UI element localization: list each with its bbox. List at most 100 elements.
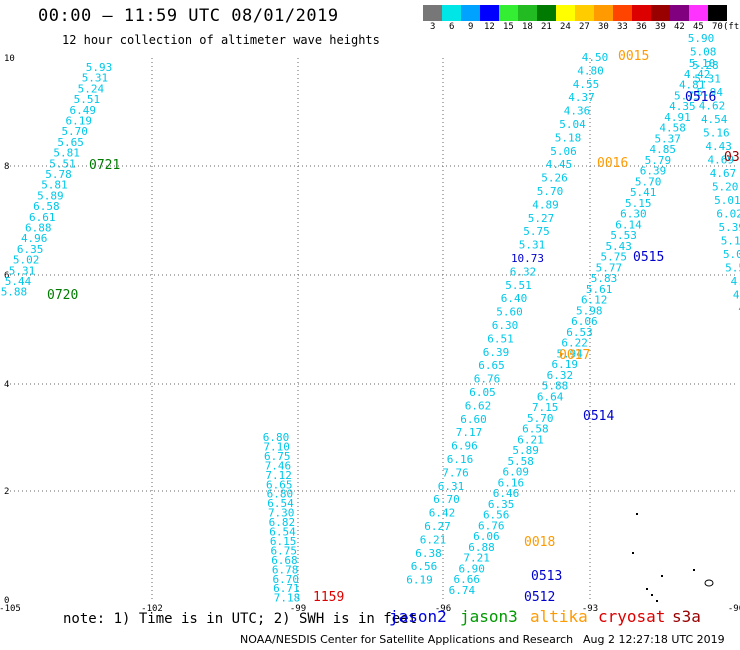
legend-label-21: 21 — [541, 22, 552, 32]
swh-value: 4.91 — [664, 111, 691, 124]
swh-value: 5.75 — [601, 251, 628, 264]
swh-value: 6.42 — [429, 507, 456, 520]
swh-value: 6.46 — [493, 487, 520, 500]
legend-label-9: 9 — [468, 22, 474, 32]
swh-value: 6.19 — [66, 115, 93, 128]
legend-swatch-70 — [708, 5, 727, 21]
swh-value: 4.81 — [679, 79, 706, 92]
swh-value: 6.31 — [438, 480, 465, 493]
swh-value: 7.18 — [274, 592, 301, 605]
swh-value: 6.14 — [615, 218, 642, 231]
swh-value: 5.02 — [13, 254, 40, 267]
swh-value: 6.60 — [460, 413, 487, 426]
swh-value: 6.32 — [547, 369, 574, 382]
swh-value: 5.44 — [5, 275, 32, 288]
y-tick-label: 0 — [4, 596, 9, 606]
swh-value: 6.53 — [566, 326, 593, 339]
swh-value: 5.43 — [605, 240, 632, 253]
swh-value: 5.20 — [712, 181, 739, 194]
legend-label-15: 15 — [503, 22, 514, 32]
swh-value: 5.70 — [537, 185, 564, 198]
x-tick-label: -105 — [0, 604, 21, 614]
swh-value: 6.39 — [640, 165, 667, 178]
swh-value: 5.61 — [586, 283, 613, 296]
swh-value: 6.15 — [270, 535, 297, 548]
swh-value: 5.70 — [61, 125, 88, 138]
swh-value: 6.71 — [273, 582, 300, 595]
swh-value: 5.37 — [654, 132, 681, 145]
legend-label-18: 18 — [522, 22, 533, 32]
swh-value: 5.31 — [9, 264, 36, 277]
swh-value: 5.31 — [519, 239, 546, 252]
legend-label-30: 30 — [598, 22, 609, 32]
swh-value: 6.30 — [492, 319, 519, 332]
swh-value: 5.17 — [721, 235, 740, 248]
swh-value: 5.02 — [723, 248, 740, 261]
legend-label-12: 12 — [484, 22, 495, 32]
swh-value: 5.88 — [542, 380, 569, 393]
swh-value: 6.54 — [267, 497, 294, 510]
swh-value: 5.10 — [689, 57, 716, 70]
swh-value: 6.38 — [415, 547, 442, 560]
swh-value: 6.56 — [411, 560, 438, 573]
island-speck — [646, 588, 648, 590]
track-time-label: 0513 — [531, 569, 562, 584]
swh-value: 6.58 — [522, 423, 549, 436]
swh-value: 7.17 — [456, 426, 483, 439]
swh-value: 5.94 — [697, 86, 724, 99]
y-tick-label: 6 — [4, 271, 9, 281]
swh-value: 5.70 — [527, 412, 554, 425]
swh-value: 5.51 — [505, 279, 532, 292]
swh-value: 6.35 — [488, 498, 515, 511]
swh-value: 6.05 — [469, 386, 496, 399]
swh-value: 6.56 — [483, 509, 510, 522]
swh-value: 6.70 — [433, 493, 460, 506]
y-tick-label: 8 — [4, 162, 9, 172]
legend-swatch-18 — [518, 5, 537, 21]
swh-value: 5.60 — [496, 306, 523, 319]
island-speck — [693, 569, 695, 571]
swh-value: 4.67 — [710, 167, 737, 180]
x-tick-label: -93 — [582, 604, 598, 614]
swh-value: 4.62 — [699, 100, 726, 113]
swh-value: 6.75 — [271, 544, 298, 557]
legend-label-70: 70 — [712, 22, 723, 32]
track-time-label: 0512 — [524, 590, 555, 605]
x-tick-label: -96 — [435, 604, 451, 614]
swh-value: 5.73 — [674, 89, 701, 102]
legend-label-24: 24 — [560, 22, 571, 32]
legend-swatch-39 — [651, 5, 670, 21]
swh-value: 6.22 — [561, 337, 588, 350]
swh-value: 6.19 — [552, 358, 579, 371]
swh-value: 5.77 — [596, 261, 623, 274]
swh-value: 5.81 — [41, 179, 68, 192]
swh-value: 6.12 — [581, 294, 608, 307]
swh-value: 6.64 — [537, 390, 564, 403]
swh-value: 6.80 — [267, 488, 294, 501]
swh-value: 7.30 — [268, 507, 295, 520]
footer-note: note: 1) Time is in UTC; 2) SWH is in fe… — [63, 611, 418, 627]
swh-value: 6.19 — [406, 574, 433, 587]
swh-value: 5.15 — [625, 197, 652, 210]
legend-label-6: 6 — [449, 22, 455, 32]
track-time-label: 0018 — [524, 535, 555, 550]
swh-value: 5.31 — [82, 72, 109, 85]
swh-value: 6.16 — [447, 453, 474, 466]
swh-value: 5.79 — [645, 154, 672, 167]
swh-value: 6.78 — [272, 563, 299, 576]
swh-value: 7.10 — [263, 440, 290, 453]
swh-value: 6.65 — [266, 478, 293, 491]
legend-label-33: 33 — [617, 22, 628, 32]
legend-swatch-45 — [689, 5, 708, 21]
swh-value: 6.21 — [517, 433, 544, 446]
y-tick-label: 4 — [4, 380, 9, 390]
mission-jason3: jason3 — [460, 607, 518, 626]
swh-value: 5.90 — [688, 32, 715, 45]
swh-value: 4.80 — [577, 64, 604, 77]
mission-s3a: s3a — [672, 607, 701, 626]
swh-value: 5.26 — [541, 172, 568, 185]
swh-value: 6.62 — [465, 399, 492, 412]
swh-value: 6.35 — [17, 243, 44, 256]
swh-value: 6.70 — [273, 573, 300, 586]
